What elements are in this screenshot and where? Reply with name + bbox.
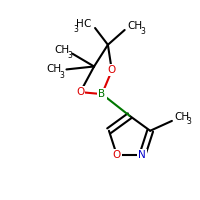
Text: 3: 3: [187, 117, 192, 126]
Text: O: O: [108, 65, 116, 75]
Text: CH: CH: [47, 64, 62, 74]
Text: CH: CH: [128, 21, 143, 31]
Text: 3: 3: [60, 71, 64, 80]
Text: CH: CH: [174, 112, 189, 122]
Text: O: O: [76, 87, 84, 97]
Text: 3: 3: [73, 25, 78, 34]
Text: C: C: [84, 19, 91, 29]
Text: 3: 3: [67, 51, 72, 60]
Text: O: O: [113, 150, 121, 160]
Text: N: N: [138, 150, 146, 160]
Text: H: H: [76, 19, 84, 29]
Text: B: B: [98, 89, 106, 99]
Text: 3: 3: [140, 27, 145, 36]
Text: CH: CH: [55, 45, 70, 55]
